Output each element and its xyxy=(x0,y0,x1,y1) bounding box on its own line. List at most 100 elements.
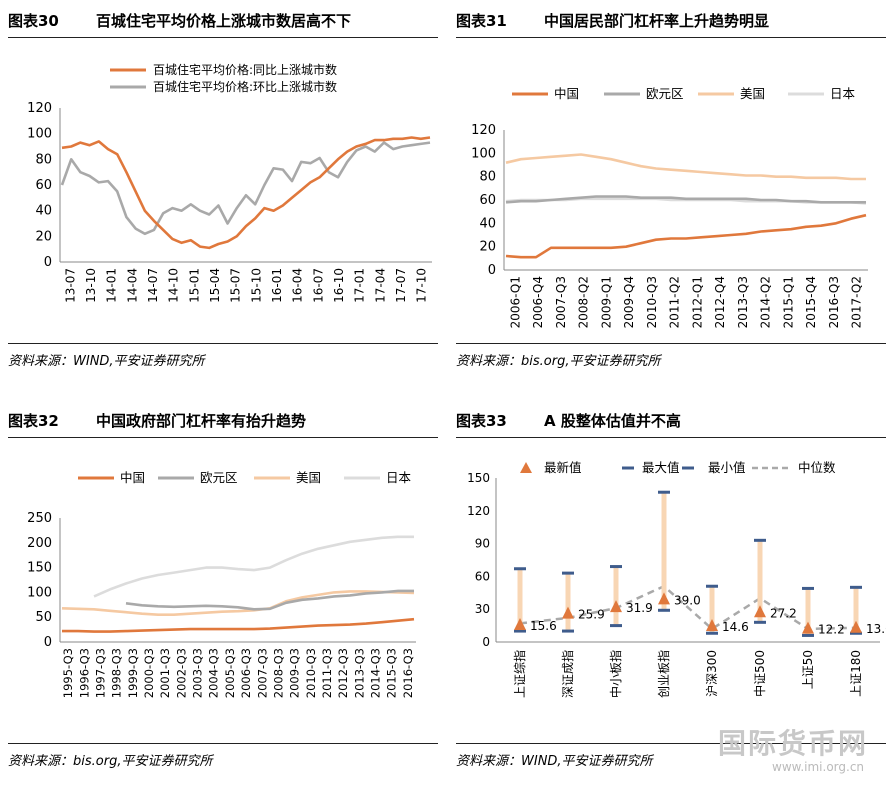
legend-label: 百城住宅平均价格:同比上涨城市数 xyxy=(153,62,337,77)
panel-chart32: 图表32 中国政府部门杠杆率有抬升趋势 中国 欧元区 美国 日本 0 50 100 150 200… xyxy=(8,410,438,780)
x-tick-label: 2012-Q3 xyxy=(336,648,350,698)
max-marker xyxy=(514,567,526,571)
x-tick-label: 1997-Q3 xyxy=(93,648,107,698)
x-tick-label: 中证500 xyxy=(752,650,767,697)
series-line-1 xyxy=(505,213,867,259)
x-tick-label: 16-10 xyxy=(332,268,346,303)
x-tick-label: 上证50 xyxy=(801,650,815,689)
x-tick-label: 创业板指 xyxy=(656,650,671,698)
x-tick-label: 上证180 xyxy=(849,650,863,697)
x-tick-label: 17-01 xyxy=(353,268,367,303)
x-tick-label: 13-10 xyxy=(84,268,98,303)
x-tick-label: 2009-Q4 xyxy=(622,276,636,328)
x-tick-label: 2003-Q3 xyxy=(191,648,205,698)
y-tick-label: 100 xyxy=(27,127,52,142)
x-tick-label: 13-07 xyxy=(63,268,77,303)
y-tick-label: 120 xyxy=(471,123,496,138)
legend-label: 百城住宅平均价格:环比上涨城市数 xyxy=(153,79,337,94)
x-tick-label: 14-04 xyxy=(125,268,139,303)
x-tick-label: 2001-Q3 xyxy=(158,648,172,698)
x-tick-label: 14-10 xyxy=(167,268,181,303)
chart33-plot: 最新值 最大值 最小值 中位数 0 30 60 90 120 150 15.6 上证综指 25.9 深证成… xyxy=(467,460,886,698)
x-tick-label: 14-01 xyxy=(105,268,119,303)
x-tick-label: 中小板指 xyxy=(608,650,623,698)
x-tick-label: 2012-Q4 xyxy=(713,276,727,328)
y-tick-label: 250 xyxy=(27,511,52,526)
latest-marker xyxy=(658,592,670,605)
y-tick-label: 120 xyxy=(27,101,52,116)
x-tick-label: 2015-Q1 xyxy=(781,276,795,328)
y-tick-label: 80 xyxy=(479,170,496,185)
median-line xyxy=(519,584,857,631)
series-line-2 xyxy=(505,195,866,204)
watermark-logo: 国际货币网 xyxy=(718,727,869,760)
data-label: 39.0 xyxy=(674,593,701,607)
x-tick-label: 17-10 xyxy=(415,268,429,303)
min-marker xyxy=(610,624,622,628)
min-marker xyxy=(754,620,766,624)
x-tick-label: 17-07 xyxy=(394,268,408,303)
x-tick-label: 2006-Q1 xyxy=(508,276,522,328)
legend-label: 最大值 xyxy=(642,460,680,475)
legend-swatch xyxy=(520,462,532,473)
x-tick-label: 2016-Q3 xyxy=(827,276,841,328)
x-tick-label: 2011-Q2 xyxy=(668,276,682,328)
x-tick-label: 2008-Q2 xyxy=(577,276,591,328)
source-note: 资料来源：bis.org,平安证券研究所 xyxy=(8,754,213,769)
y-tick-label: 0 xyxy=(482,635,490,649)
x-tick-label: 上证综指 xyxy=(512,650,527,698)
max-marker xyxy=(706,584,718,588)
source-note: 资料来源：bis.org,平安证券研究所 xyxy=(456,354,661,369)
latest-marker xyxy=(802,621,814,634)
y-tick-label: 40 xyxy=(479,216,496,231)
min-marker xyxy=(802,633,814,637)
x-tick-label: 2013-Q3 xyxy=(352,648,366,698)
legend-label: 中位数 xyxy=(798,460,836,475)
series-line-2 xyxy=(125,589,414,611)
max-marker xyxy=(802,586,814,590)
y-tick-label: 20 xyxy=(35,229,52,244)
y-tick-label: 100 xyxy=(27,585,52,600)
x-tick-label: 2006-Q3 xyxy=(239,648,253,698)
y-tick-label: 60 xyxy=(35,178,52,193)
x-tick-label: 2014-Q3 xyxy=(369,648,383,698)
latest-marker xyxy=(754,605,766,618)
legend-label: 最新值 xyxy=(544,460,582,475)
legend-label: 欧元区 xyxy=(646,86,684,101)
x-tick-label: 15-04 xyxy=(208,268,222,303)
panel-title: 图表32 中国政府部门杠杆率有抬升趋势 xyxy=(8,410,306,431)
panel-chart30: 图表30 百城住宅平均价格上涨城市数居高不下 百城住宅平均价格:同比上涨城市数 百城… xyxy=(8,10,438,380)
y-tick-label: 0 xyxy=(44,635,52,650)
series-line-3 xyxy=(61,590,415,616)
series-line-2 xyxy=(60,141,431,236)
x-tick-label: 2015-Q4 xyxy=(804,276,818,328)
chart-number: 图表32 xyxy=(8,412,59,430)
panel-title: 图表30 百城住宅平均价格上涨城市数居高不下 xyxy=(8,10,351,31)
watermark-url: www.imi.org.cn xyxy=(772,760,865,774)
latest-marker xyxy=(514,617,526,630)
x-tick-label: 2002-Q3 xyxy=(174,648,188,698)
x-tick-label: 2005-Q3 xyxy=(223,648,237,698)
min-marker xyxy=(514,629,526,633)
min-marker xyxy=(658,608,670,612)
title-rule xyxy=(8,437,438,438)
y-tick-label: 120 xyxy=(467,504,490,518)
legend-label: 美国 xyxy=(740,86,765,101)
max-marker xyxy=(754,538,766,542)
chart31-plot: 中国 欧元区 美国 日本 0 20 40 60 80 100 120 2006-Q1 2006-Q4 20… xyxy=(471,86,868,328)
x-tick-label: 2012-Q1 xyxy=(690,276,704,328)
legend-swatch xyxy=(682,466,694,470)
x-tick-label: 2015-Q3 xyxy=(385,648,399,698)
max-marker xyxy=(850,585,862,589)
panel-chart31: 图表31 中国居民部门杠杆率上升趋势明显 中国 欧元区 美国 日本 0 20 40 60 80 10… xyxy=(456,10,886,380)
data-label: 25.9 xyxy=(578,608,605,622)
latest-marker xyxy=(706,619,718,632)
y-tick-label: 150 xyxy=(27,561,52,576)
legend-swatch xyxy=(622,466,634,470)
data-label: 31.9 xyxy=(626,601,653,615)
chart-number: 图表30 xyxy=(8,12,59,30)
source-note: 资料来源：WIND,平安证券研究所 xyxy=(456,754,653,769)
title-rule xyxy=(8,37,438,38)
x-tick-label: 16-07 xyxy=(311,268,325,303)
